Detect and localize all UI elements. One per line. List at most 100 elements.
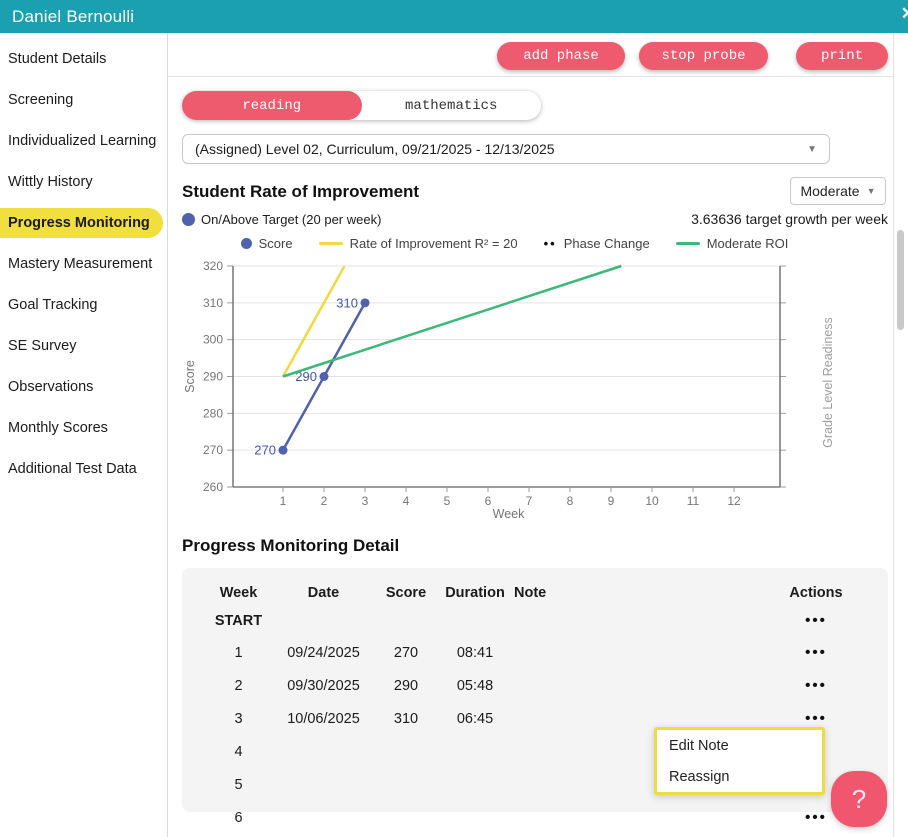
col-header-week: Week xyxy=(219,585,258,601)
window-titlebar: Daniel Bernoulli ✕ xyxy=(0,0,908,33)
score-dot-icon xyxy=(240,238,252,249)
tab-mathematics[interactable]: mathematics xyxy=(405,97,498,114)
sidebar-item-label: Monthly Scores xyxy=(8,420,108,436)
row-actions-button[interactable]: ••• xyxy=(805,676,827,694)
sidebar-item-goal-tracking[interactable]: Goal Tracking xyxy=(0,290,167,320)
chevron-down-icon: ▼ xyxy=(807,143,817,155)
svg-text:4: 4 xyxy=(403,494,410,508)
student-name-title: Daniel Bernoulli xyxy=(12,6,135,26)
svg-text:5: 5 xyxy=(444,494,451,508)
assignment-select[interactable]: (Assigned) Level 02, Curriculum, 09/21/2… xyxy=(182,134,830,164)
menu-item-reassign[interactable]: Reassign xyxy=(669,768,730,785)
target-status-label: On/Above Target (20 per week) xyxy=(201,211,382,227)
roi-line-icon xyxy=(318,242,343,245)
sidebar-item-individualized-learning[interactable]: Individualized Learning xyxy=(0,126,167,156)
cell-date: 10/06/2025 xyxy=(287,710,360,727)
phase-start-label: START xyxy=(214,613,263,629)
svg-text:Grade Level Readiness: Grade Level Readiness xyxy=(821,317,835,448)
sidebar-item-label: SE Survey xyxy=(8,338,77,354)
cell-week: 2 xyxy=(234,677,243,694)
svg-text:290: 290 xyxy=(295,369,317,384)
svg-text:280: 280 xyxy=(203,406,223,420)
cell-score: 310 xyxy=(393,710,419,727)
cell-duration: 08:41 xyxy=(456,644,494,661)
svg-text:270: 270 xyxy=(254,443,276,458)
legend-item-phase-change: •• Phase Change xyxy=(544,236,650,251)
svg-text:310: 310 xyxy=(336,295,358,310)
sidebar-item-student-details[interactable]: Student Details xyxy=(0,44,167,74)
row-actions-button[interactable]: ••• xyxy=(805,808,827,826)
sidebar-item-progress-monitoring[interactable]: Progress Monitoring xyxy=(0,208,163,238)
scrollbar-track[interactable] xyxy=(894,33,908,837)
svg-text:3: 3 xyxy=(362,494,369,508)
cell-date: 09/30/2025 xyxy=(287,677,360,694)
content-right-divider xyxy=(893,33,894,837)
legend-item-moderate-roi: Moderate ROI xyxy=(675,236,788,251)
tab-reading[interactable]: reading xyxy=(182,91,362,120)
sidebar-item-label: Screening xyxy=(8,92,74,108)
print-button[interactable]: print xyxy=(796,42,888,70)
action-toolbar: add phase stop probe print xyxy=(168,33,893,77)
legend-label: Rate of Improvement R² = 20 xyxy=(349,236,518,251)
roi-level-select[interactable]: Moderate ▼ xyxy=(790,177,886,205)
svg-text:6: 6 xyxy=(485,494,492,508)
cell-duration: 05:48 xyxy=(456,677,494,694)
add-phase-button[interactable]: add phase xyxy=(497,42,625,70)
scrollbar-thumb[interactable] xyxy=(897,230,904,330)
table-header-row: Week Date Score Duration Note Actions xyxy=(182,568,888,606)
col-header-duration: Duration xyxy=(445,585,505,601)
sidebar-item-mastery-measurement[interactable]: Mastery Measurement xyxy=(0,249,167,279)
question-mark-icon: ? xyxy=(851,783,867,814)
sidebar-item-wittly-history[interactable]: Wittly History xyxy=(0,167,167,197)
cell-score: 290 xyxy=(393,677,419,694)
row-actions-button[interactable]: ••• xyxy=(805,612,827,629)
svg-text:11: 11 xyxy=(687,494,700,508)
svg-text:9: 9 xyxy=(608,494,615,508)
cell-week: 4 xyxy=(234,743,243,760)
cell-week: 3 xyxy=(234,710,243,727)
svg-text:8: 8 xyxy=(567,494,574,508)
svg-text:300: 300 xyxy=(203,333,223,347)
cell-week: 5 xyxy=(234,776,243,793)
moderate-roi-line-icon xyxy=(675,242,700,245)
row-actions-button[interactable]: ••• xyxy=(805,643,827,661)
sidebar-item-label: Goal Tracking xyxy=(8,297,98,313)
legend-item-score: Score xyxy=(240,236,293,251)
roi-level-value: Moderate xyxy=(800,183,860,199)
row-actions-button[interactable]: ••• xyxy=(805,709,827,727)
help-button[interactable]: ? xyxy=(831,771,887,827)
svg-text:320: 320 xyxy=(203,259,223,273)
sidebar-item-label: Progress Monitoring xyxy=(8,215,150,231)
target-status-row: On/Above Target (20 per week) 3.63636 ta… xyxy=(182,210,888,228)
table-row: 6 ••• xyxy=(182,801,888,834)
table-row: 3 10/06/2025 310 06:45 ••• xyxy=(182,702,888,735)
close-icon[interactable]: ✕ xyxy=(900,4,908,23)
svg-text:290: 290 xyxy=(203,370,223,384)
row-context-menu: Edit Note Reassign xyxy=(654,727,825,795)
svg-text:7: 7 xyxy=(526,494,533,508)
sidebar-item-observations[interactable]: Observations xyxy=(0,372,167,402)
stop-probe-button[interactable]: stop probe xyxy=(639,42,768,70)
cell-week: 6 xyxy=(234,809,243,826)
svg-text:12: 12 xyxy=(727,494,741,508)
col-header-score: Score xyxy=(385,585,427,601)
svg-text:Score: Score xyxy=(183,360,197,393)
svg-text:310: 310 xyxy=(203,296,223,310)
roi-line-chart: 260 270 280 290 300 310 320 1 2 3 4 5 6 7 8 9 10 11 12 Week… xyxy=(182,258,847,524)
sidebar-item-label: Wittly History xyxy=(8,174,93,190)
sidebar-item-screening[interactable]: Screening xyxy=(0,85,167,115)
sidebar-item-monthly-scores[interactable]: Monthly Scores xyxy=(0,413,167,443)
svg-text:Week: Week xyxy=(493,507,525,521)
target-status-dot-icon xyxy=(182,212,195,226)
assignment-select-value: (Assigned) Level 02, Curriculum, 09/21/2… xyxy=(195,141,555,157)
svg-text:1: 1 xyxy=(280,494,287,508)
sidebar-item-additional-test-data[interactable]: Additional Test Data xyxy=(0,454,167,484)
phase-start-row: START ••• xyxy=(182,606,888,636)
cell-duration: 06:45 xyxy=(456,710,494,727)
roi-section-title: Student Rate of Improvement xyxy=(182,182,420,201)
table-row: 1 09/24/2025 270 08:41 ••• xyxy=(182,636,888,669)
menu-item-edit-note[interactable]: Edit Note xyxy=(669,737,729,754)
sidebar-item-se-survey[interactable]: SE Survey xyxy=(0,331,167,361)
detail-section-title: Progress Monitoring Detail xyxy=(182,536,400,555)
col-header-actions: Actions xyxy=(789,585,843,601)
